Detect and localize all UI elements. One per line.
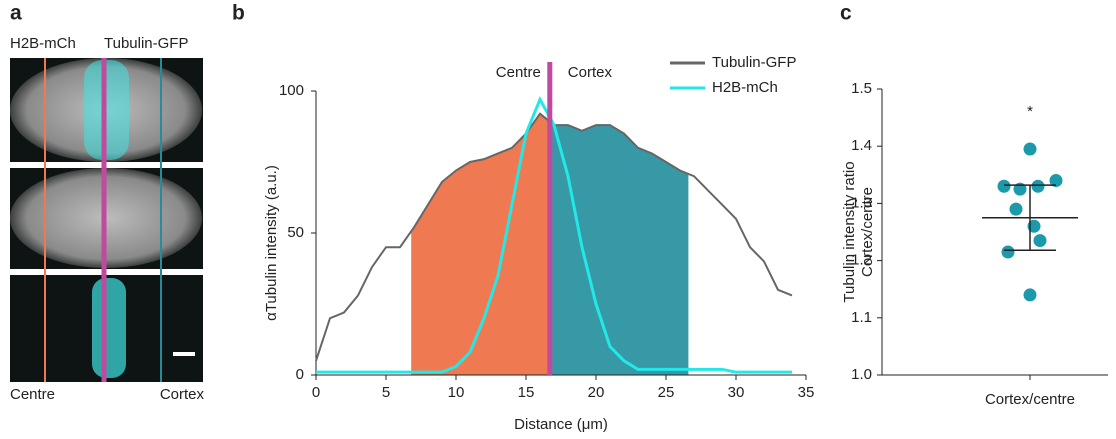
y-axis-title: Tubulin intensity ratio xyxy=(841,161,858,302)
y-tick-label: 0 xyxy=(296,366,304,383)
micrographs xyxy=(10,58,203,382)
channel-label: Tubulin-GFP xyxy=(104,35,188,52)
y-tick-label: 1.2 xyxy=(851,252,872,269)
divider-label: Cortex xyxy=(568,64,613,81)
annotation: * xyxy=(1027,103,1033,120)
x-axis-title: Distance (μm) xyxy=(514,416,608,433)
y-tick-label: 1.5 xyxy=(851,80,872,97)
panel-label: b xyxy=(232,2,245,25)
point xyxy=(1001,245,1015,259)
y-axis-title: Cortex/centre xyxy=(859,187,876,277)
x-tick-label: 30 xyxy=(728,384,745,401)
point xyxy=(1033,234,1047,248)
point xyxy=(997,179,1011,193)
y-tick-label: 1.1 xyxy=(851,309,872,326)
point xyxy=(1013,182,1027,196)
x-tick-label: 20 xyxy=(588,384,605,401)
legend-label: Tubulin-GFP xyxy=(712,54,796,71)
y-axis-title: αTubulin intensity (a.u.) xyxy=(263,165,280,321)
channel-label: H2B-mCh xyxy=(10,35,76,52)
line-series xyxy=(316,96,792,374)
position-label: Centre xyxy=(10,386,55,403)
x-tick-label: 15 xyxy=(518,384,535,401)
y-tick-label: 1.4 xyxy=(851,137,872,154)
region xyxy=(411,113,550,375)
point xyxy=(1023,142,1037,156)
point xyxy=(1031,179,1045,193)
x-tick-label: 10 xyxy=(448,384,465,401)
x-tick-label: 35 xyxy=(798,384,815,401)
legend-label: H2B-mCh xyxy=(712,79,778,96)
region xyxy=(549,121,689,375)
panel-label: c xyxy=(840,2,852,25)
x-tick-label: 25 xyxy=(658,384,675,401)
divider-label: Centre xyxy=(496,64,541,81)
position-label: Cortex xyxy=(160,386,205,403)
y-tick-label: 50 xyxy=(287,224,304,241)
point xyxy=(1049,174,1063,188)
y-tick-label: 100 xyxy=(279,82,304,99)
x-tick-label: 5 xyxy=(382,384,390,401)
point xyxy=(1023,288,1037,302)
y-tick-label: 1.0 xyxy=(851,366,872,383)
point xyxy=(1009,202,1023,216)
x-tick-label: Cortex/centre xyxy=(985,391,1075,408)
y-tick-label: 1.3 xyxy=(851,194,872,211)
x-tick-label: 0 xyxy=(312,384,320,401)
panel-label: a xyxy=(10,2,22,25)
